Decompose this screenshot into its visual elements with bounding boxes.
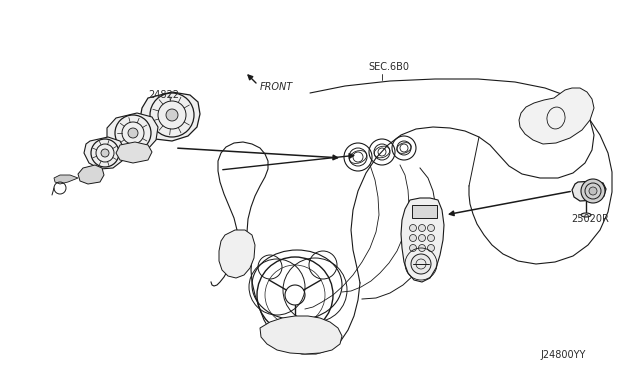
Circle shape [411,254,431,274]
Circle shape [589,187,597,195]
Polygon shape [572,181,606,201]
Polygon shape [219,230,255,278]
Polygon shape [84,137,125,169]
Ellipse shape [581,213,591,217]
Circle shape [410,234,417,241]
Text: J24800YY: J24800YY [540,350,586,360]
Circle shape [428,234,435,241]
Circle shape [410,244,417,251]
Polygon shape [260,316,342,354]
Text: SEC.6B0: SEC.6B0 [368,62,409,72]
Circle shape [581,179,605,203]
Polygon shape [401,198,444,282]
Circle shape [428,224,435,231]
Circle shape [428,244,435,251]
Circle shape [419,234,426,241]
Polygon shape [519,88,594,144]
Circle shape [410,224,417,231]
Circle shape [166,109,178,121]
Text: FRONT: FRONT [260,82,293,92]
Polygon shape [116,142,152,163]
Polygon shape [107,113,158,153]
Circle shape [101,149,109,157]
Circle shape [128,128,138,138]
Polygon shape [54,175,78,184]
Text: 24822: 24822 [148,90,179,100]
Polygon shape [412,205,437,218]
Text: 25020R: 25020R [571,214,609,224]
Circle shape [419,224,426,231]
Polygon shape [78,165,104,184]
Polygon shape [140,92,200,141]
Circle shape [419,244,426,251]
